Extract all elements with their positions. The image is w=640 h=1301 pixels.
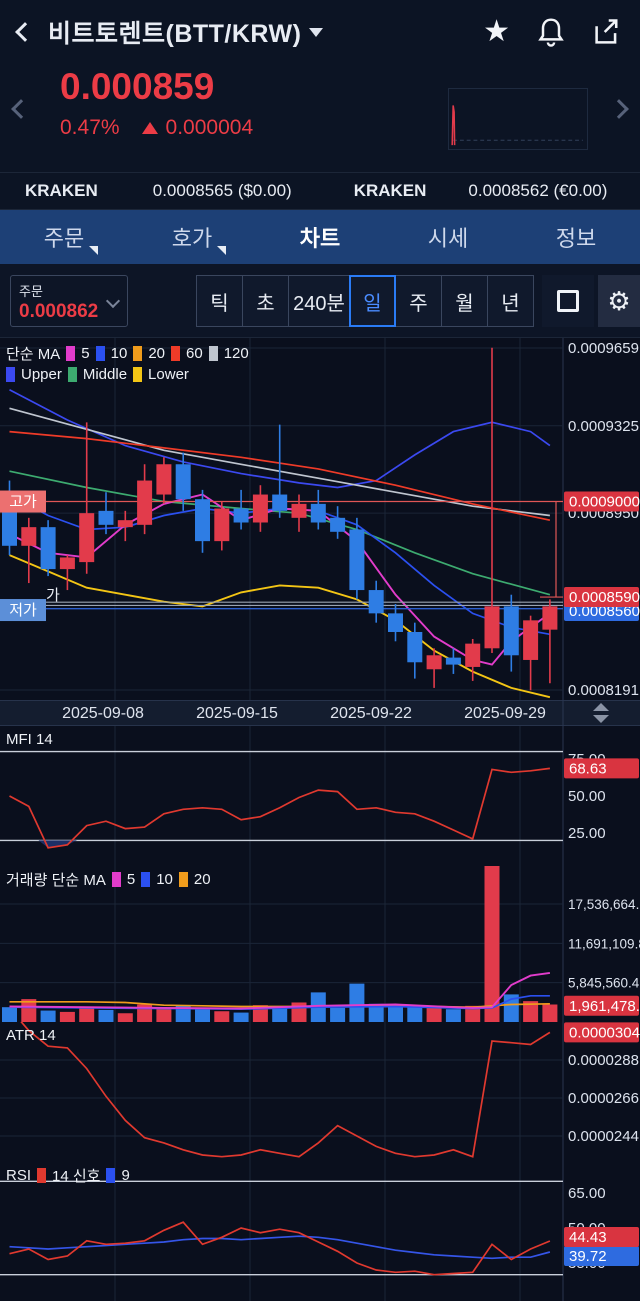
exchange-price: 0.0008565 ($0.00) [152, 181, 292, 200]
order-value: 0.000862 [19, 301, 99, 322]
svg-text:2025-09-29: 2025-09-29 [464, 705, 546, 722]
price-change: 0.47% 0.000004 [60, 116, 253, 140]
timeframe-주[interactable]: 주 [395, 275, 442, 327]
atr-pane[interactable]: 0.0000288 0.0000266 0.0000244 0.0000304 [0, 1022, 640, 1160]
svg-text:0.0008590: 0.0008590 [569, 589, 640, 606]
svg-text:2025-09-22: 2025-09-22 [330, 705, 412, 722]
tab-주문[interactable]: 주문 [0, 210, 128, 264]
svg-text:17,536,664.755: 17,536,664.755 [568, 897, 640, 912]
svg-text:0.0009659: 0.0009659 [568, 340, 639, 357]
svg-text:0.0009000: 0.0009000 [569, 494, 640, 511]
favorite-star-icon[interactable]: ★ [483, 15, 510, 48]
share-icon[interactable] [592, 17, 622, 47]
svg-text:0.0000288: 0.0000288 [568, 1052, 639, 1069]
svg-text:0.0000244: 0.0000244 [568, 1128, 639, 1145]
timeframe-틱[interactable]: 틱 [196, 275, 243, 327]
timeframe-240분[interactable]: 240분 [288, 275, 350, 327]
volume-pane[interactable]: 17,536,664.755 11,691,109.836 5,845,560.49… [0, 865, 640, 1022]
fullscreen-button[interactable] [542, 275, 594, 327]
svg-text:25.00: 25.00 [568, 825, 606, 842]
notification-bell-icon[interactable] [536, 16, 566, 48]
svg-text:0.0000304: 0.0000304 [569, 1024, 640, 1041]
svg-text:50.00: 50.00 [568, 788, 606, 805]
exchange-price: 0.0008562 (€0.00) [468, 181, 608, 200]
timeframe-월[interactable]: 월 [441, 275, 488, 327]
svg-text:0.0008191: 0.0008191 [568, 682, 639, 699]
svg-text:39.72: 39.72 [569, 1248, 607, 1265]
timeframe-초[interactable]: 초 [242, 275, 289, 327]
svg-text:저가: 저가 [9, 602, 37, 619]
change-percent: 0.47% [60, 116, 120, 139]
svg-text:5,845,560.493: 5,845,560.493 [568, 976, 640, 991]
svg-text:1,961,478.691: 1,961,478.691 [569, 998, 640, 1015]
tab-caret-icon [88, 245, 98, 255]
svg-text:0.0008560: 0.0008560 [569, 603, 640, 620]
back-icon[interactable] [15, 22, 35, 42]
current-price: 0.000859 [60, 66, 215, 107]
svg-text:0.0009325: 0.0009325 [568, 418, 639, 435]
next-coin-icon[interactable] [609, 99, 629, 119]
timeframe-일[interactable]: 일 [349, 275, 396, 327]
prev-coin-icon[interactable] [11, 99, 31, 119]
exchange-row: KRAKEN 0.0008565 ($0.00) KRAKEN 0.000856… [0, 172, 640, 210]
header: 비트토렌트(BTT/KRW) ★ [0, 0, 640, 64]
svg-text:2025-09-08: 2025-09-08 [62, 705, 144, 722]
mini-sparkline[interactable] [448, 88, 588, 150]
up-triangle-icon [141, 122, 158, 134]
change-absolute: 0.000004 [165, 116, 254, 139]
chart-settings-button[interactable]: ⚙ [598, 275, 640, 327]
tab-호가[interactable]: 호가 [128, 210, 256, 264]
tab-정보[interactable]: 정보 [555, 226, 597, 251]
price-section: 0.000859 0.47% 0.000004 [0, 64, 640, 172]
svg-text:11,691,109.836: 11,691,109.836 [568, 936, 640, 951]
svg-text:2025-09-15: 2025-09-15 [196, 705, 278, 722]
x-axis-dates[interactable]: 2025-09-08 2025-09-15 2025-09-22 2025-09-29 [0, 700, 640, 726]
tab-시세[interactable]: 시세 [427, 226, 469, 251]
page-title[interactable]: 비트토렌트(BTT/KRW) [48, 20, 302, 48]
svg-text:가: 가 [46, 587, 60, 604]
tab-차트[interactable]: 차트 [299, 226, 341, 251]
gear-icon: ⚙ [607, 285, 631, 316]
timeframe-년[interactable]: 년 [487, 275, 534, 327]
chart-controls: 주문 0.000862 틱 초 240분 일 주 월 년 ⚙ [0, 264, 640, 338]
svg-text:65.00: 65.00 [568, 1185, 606, 1202]
chart-stack[interactable]: 0.0009659 0.0009325 0.0008950 0.0008191 0.00… [0, 338, 640, 1301]
svg-text:68.63: 68.63 [569, 760, 607, 777]
order-price-dropdown[interactable]: 주문 0.000862 [10, 275, 128, 327]
main-candle-chart[interactable]: 0.00096590.00093250.00089500.00081910.00… [0, 338, 640, 700]
exchange-name: KRAKEN [25, 181, 98, 200]
tab-caret-icon [216, 245, 226, 255]
svg-text:44.43: 44.43 [569, 1229, 607, 1246]
svg-text:0.0000266: 0.0000266 [568, 1090, 639, 1107]
exchange-name: KRAKEN [353, 181, 427, 200]
svg-text:고가: 고가 [9, 494, 37, 511]
order-label: 주문 [19, 284, 43, 299]
title-dropdown-icon[interactable] [309, 27, 324, 37]
main-tab-bar: 주문 호가 차트 시세 정보 [0, 210, 640, 264]
square-icon [557, 290, 579, 312]
timeframe-group: 틱 초 240분 일 주 월 년 [196, 275, 534, 327]
